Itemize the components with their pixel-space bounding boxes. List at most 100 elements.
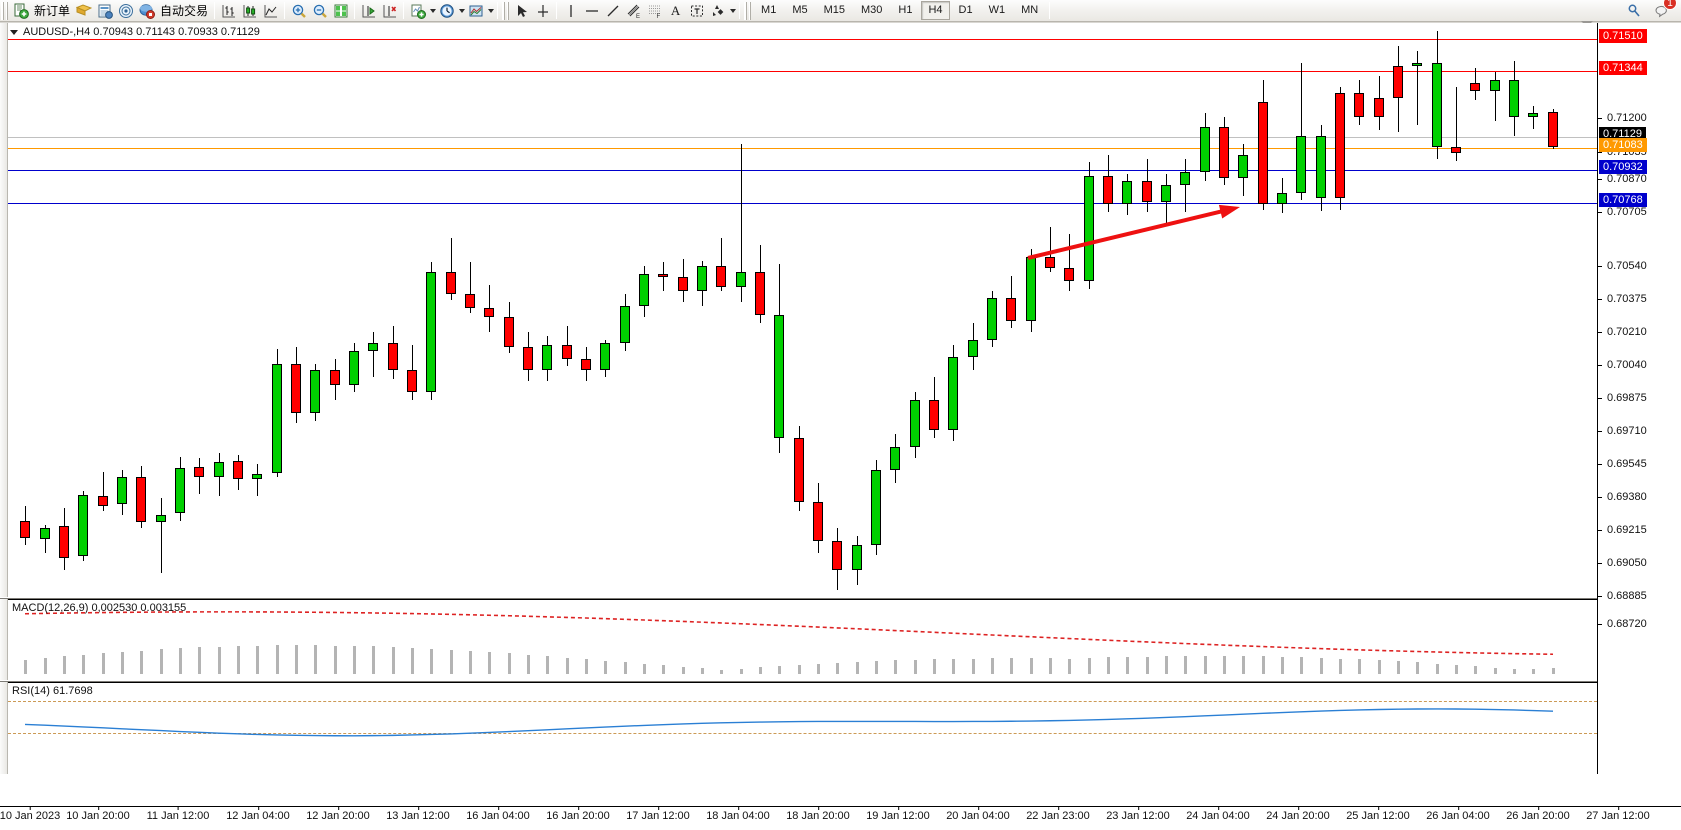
zoom-in-icon[interactable] bbox=[288, 1, 309, 21]
chart-menu-chevron-icon[interactable] bbox=[10, 29, 18, 35]
macd-histogram-bar bbox=[1223, 656, 1226, 674]
timeframe-d1[interactable]: D1 bbox=[958, 4, 973, 16]
price-level-label[interactable]: 0.70932 bbox=[1599, 160, 1647, 174]
price-level-label[interactable]: 0.70768 bbox=[1599, 193, 1647, 207]
macd-histogram-bar bbox=[353, 645, 356, 674]
fibonacci-icon[interactable]: F bbox=[644, 1, 665, 21]
terminal-icon[interactable] bbox=[94, 1, 115, 21]
candle-body bbox=[483, 307, 495, 318]
vertical-line-icon[interactable] bbox=[560, 1, 581, 21]
macd-histogram-bar bbox=[972, 658, 975, 674]
chart-symbol-header[interactable]: AUDUSD-,H4 0.70943 0.71143 0.70933 0.711… bbox=[10, 26, 260, 38]
price-level-label[interactable]: 0.71083 bbox=[1599, 138, 1647, 152]
horizontal-line-icon[interactable] bbox=[581, 1, 602, 21]
time-tick: 16 Jan 04:00 bbox=[466, 806, 530, 822]
price-level-label[interactable]: 0.71344 bbox=[1599, 61, 1647, 75]
price-level-label[interactable]: 0.71129 bbox=[1599, 127, 1646, 141]
neutral-line[interactable] bbox=[8, 137, 1597, 138]
macd-histogram-bar bbox=[430, 648, 433, 674]
time-tick: 23 Jan 12:00 bbox=[1106, 806, 1170, 822]
notification-icon[interactable]: 1 bbox=[1652, 0, 1677, 21]
tile-windows-icon[interactable] bbox=[330, 1, 351, 21]
price-pane[interactable] bbox=[8, 23, 1597, 597]
auto-trading-icon[interactable] bbox=[136, 1, 157, 21]
time-axis[interactable]: 10 Jan 2023 10 Jan 20:00 11 Jan 12:00 12 Ja… bbox=[0, 806, 1681, 830]
chevron-down-icon[interactable] bbox=[459, 8, 466, 13]
candle-body bbox=[1179, 171, 1191, 186]
candle-body bbox=[696, 266, 708, 291]
trendline-icon[interactable] bbox=[602, 1, 623, 21]
candle-body bbox=[193, 466, 205, 478]
equidistant-channel-icon[interactable]: E bbox=[623, 1, 644, 21]
timeframe-m15[interactable]: M15 bbox=[823, 4, 845, 16]
macd-histogram-bar bbox=[102, 653, 105, 674]
timeframe-w1[interactable]: W1 bbox=[988, 4, 1006, 16]
chevron-down-icon[interactable] bbox=[730, 8, 737, 13]
templates-icon[interactable] bbox=[465, 1, 486, 21]
time-tick: 18 Jan 04:00 bbox=[706, 806, 770, 822]
price-axis[interactable]: 0.71200 0.71035 0.70870 0.70705 0.70540 0.703… bbox=[1597, 23, 1681, 774]
candle-body bbox=[348, 351, 360, 385]
pane-divider-macd[interactable] bbox=[0, 597, 1597, 599]
timeframe-m30[interactable]: M30 bbox=[861, 4, 883, 16]
folder-icon[interactable] bbox=[73, 1, 94, 21]
crosshair-icon[interactable] bbox=[532, 1, 553, 21]
time-tick: 26 Jan 20:00 bbox=[1506, 806, 1570, 822]
candlestick-chart-icon[interactable] bbox=[239, 1, 260, 21]
macd-histogram-bar bbox=[643, 663, 646, 674]
time-tick: 20 Jan 04:00 bbox=[946, 806, 1010, 822]
candle-body bbox=[831, 541, 843, 570]
chart-window[interactable]: AUDUSD-,H4 0.70943 0.71143 0.70933 0.711… bbox=[0, 21, 1681, 830]
resistance-line-1[interactable] bbox=[8, 39, 1597, 40]
auto-trading-label[interactable]: 自动交易 bbox=[160, 4, 209, 18]
rsi-pane[interactable]: RSI(14) 61.7698 bbox=[8, 682, 1597, 767]
candle-body bbox=[967, 339, 979, 357]
new-order-label[interactable]: 新订单 bbox=[34, 4, 71, 18]
candle-body bbox=[715, 266, 727, 287]
candle-body bbox=[1450, 147, 1462, 154]
toolbar-grip[interactable] bbox=[502, 1, 510, 20]
macd-histogram-bar bbox=[295, 645, 298, 674]
chevron-down-icon[interactable] bbox=[488, 8, 495, 13]
add-indicator-icon[interactable] bbox=[407, 1, 428, 21]
auto-scroll-icon[interactable] bbox=[379, 1, 400, 21]
bar-chart-icon[interactable] bbox=[218, 1, 239, 21]
timeframe-m5[interactable]: M5 bbox=[792, 4, 808, 16]
cursor-icon[interactable] bbox=[511, 1, 532, 21]
candle-body bbox=[406, 369, 418, 393]
macd-histogram-bar bbox=[508, 653, 511, 674]
macd-histogram-bar bbox=[1494, 667, 1497, 674]
timeframe-mn[interactable]: MN bbox=[1021, 4, 1039, 16]
text-icon[interactable]: A bbox=[670, 2, 681, 18]
macd-histogram-bar bbox=[682, 666, 685, 674]
chart-shift-icon[interactable] bbox=[358, 1, 379, 21]
macd-pane[interactable]: MACD(12,26,9) 0,002530 0.003155 bbox=[8, 599, 1597, 680]
toolbar-grip[interactable] bbox=[1, 1, 8, 20]
timeframe-h4[interactable]: H4 bbox=[921, 1, 950, 20]
support-line-2[interactable] bbox=[8, 203, 1597, 204]
timeframe-h1[interactable]: H1 bbox=[898, 4, 913, 16]
support-line-1[interactable] bbox=[8, 170, 1597, 171]
signals-icon[interactable] bbox=[115, 1, 136, 21]
line-chart-icon[interactable] bbox=[260, 1, 281, 21]
text-label-icon[interactable] bbox=[686, 1, 707, 21]
timeframe-m1[interactable]: M1 bbox=[761, 4, 777, 16]
search-icon[interactable] bbox=[1623, 1, 1644, 21]
candle-wick bbox=[1069, 234, 1070, 291]
macd-signal-line bbox=[24, 611, 1554, 656]
price-tick: 0.70375 bbox=[1598, 294, 1647, 305]
price-level-label[interactable]: 0.71510 bbox=[1599, 29, 1647, 43]
resistance-line-2[interactable] bbox=[8, 71, 1597, 72]
chevron-down-icon[interactable] bbox=[430, 8, 437, 13]
pivot-line[interactable] bbox=[8, 148, 1597, 149]
zoom-out-icon[interactable] bbox=[309, 1, 330, 21]
time-tick: 22 Jan 23:00 bbox=[1026, 806, 1090, 822]
period-clock-icon[interactable] bbox=[436, 1, 457, 21]
candle-body bbox=[1025, 256, 1037, 321]
macd-histogram-bar bbox=[198, 647, 201, 674]
new-order-icon[interactable] bbox=[10, 1, 31, 21]
toolbar-grip[interactable] bbox=[744, 1, 752, 20]
shapes-icon[interactable] bbox=[707, 1, 728, 21]
pane-divider-rsi[interactable] bbox=[0, 680, 1597, 682]
candle-body bbox=[1469, 83, 1481, 91]
